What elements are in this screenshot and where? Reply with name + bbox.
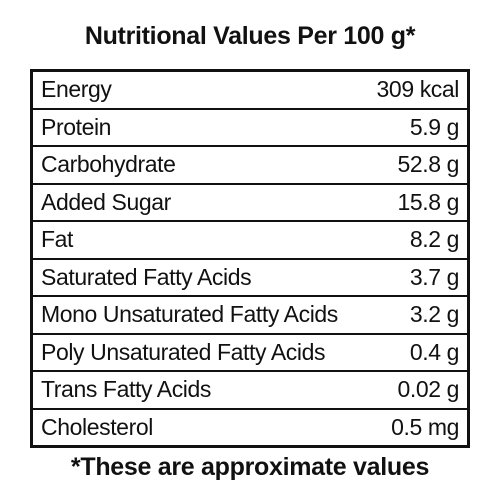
nutrient-value: 0.5 mg bbox=[363, 407, 469, 447]
nutrient-value: 3.2 g bbox=[363, 295, 469, 334]
nutrient-value: 0.4 g bbox=[363, 332, 469, 371]
nutrient-name: Trans Fatty Acids bbox=[31, 370, 364, 409]
nutrient-name: Carbohydrate bbox=[31, 145, 364, 184]
table-row: Poly Unsaturated Fatty Acids 0.4 g bbox=[31, 332, 469, 371]
nutrient-name: Protein bbox=[31, 107, 364, 146]
nutrient-name: Saturated Fatty Acids bbox=[31, 257, 364, 296]
table-row: Added Sugar 15.8 g bbox=[31, 182, 469, 221]
nutrient-value: 15.8 g bbox=[363, 182, 469, 221]
title: Nutritional Values Per 100 g* bbox=[84, 22, 416, 50]
table-row: Cholesterol 0.5 mg bbox=[31, 407, 469, 447]
nutrition-table: Energy 309 kcal Protein 5.9 g Carbohydrate 52… bbox=[30, 69, 470, 448]
table-row: Fat 8.2 g bbox=[31, 220, 469, 259]
footnote: *These are approximate values bbox=[70, 453, 430, 481]
nutrient-value: 3.7 g bbox=[363, 257, 469, 296]
nutrient-value: 52.8 g bbox=[363, 145, 469, 184]
nutrient-name: Poly Unsaturated Fatty Acids bbox=[31, 332, 364, 371]
table-row: Energy 309 kcal bbox=[32, 71, 469, 109]
table-row: Protein 5.9 g bbox=[31, 107, 469, 146]
nutrient-value: 309 kcal bbox=[376, 76, 460, 103]
nutrient-name: Energy bbox=[41, 76, 112, 103]
nutrient-name: Cholesterol bbox=[31, 407, 364, 447]
table-row: Saturated Fatty Acids 3.7 g bbox=[31, 257, 469, 296]
table-row: Trans Fatty Acids 0.02 g bbox=[31, 370, 469, 409]
table-row: Carbohydrate 52.8 g bbox=[31, 145, 469, 184]
nutrient-value: 8.2 g bbox=[363, 220, 469, 259]
nutrient-name: Mono Unsaturated Fatty Acids bbox=[31, 295, 364, 334]
nutrient-value: 0.02 g bbox=[363, 370, 469, 409]
nutrient-value: 5.9 g bbox=[363, 107, 469, 146]
nutrient-name: Fat bbox=[31, 220, 364, 259]
table-row: Mono Unsaturated Fatty Acids 3.2 g bbox=[31, 295, 469, 334]
nutrient-name: Added Sugar bbox=[31, 182, 364, 221]
